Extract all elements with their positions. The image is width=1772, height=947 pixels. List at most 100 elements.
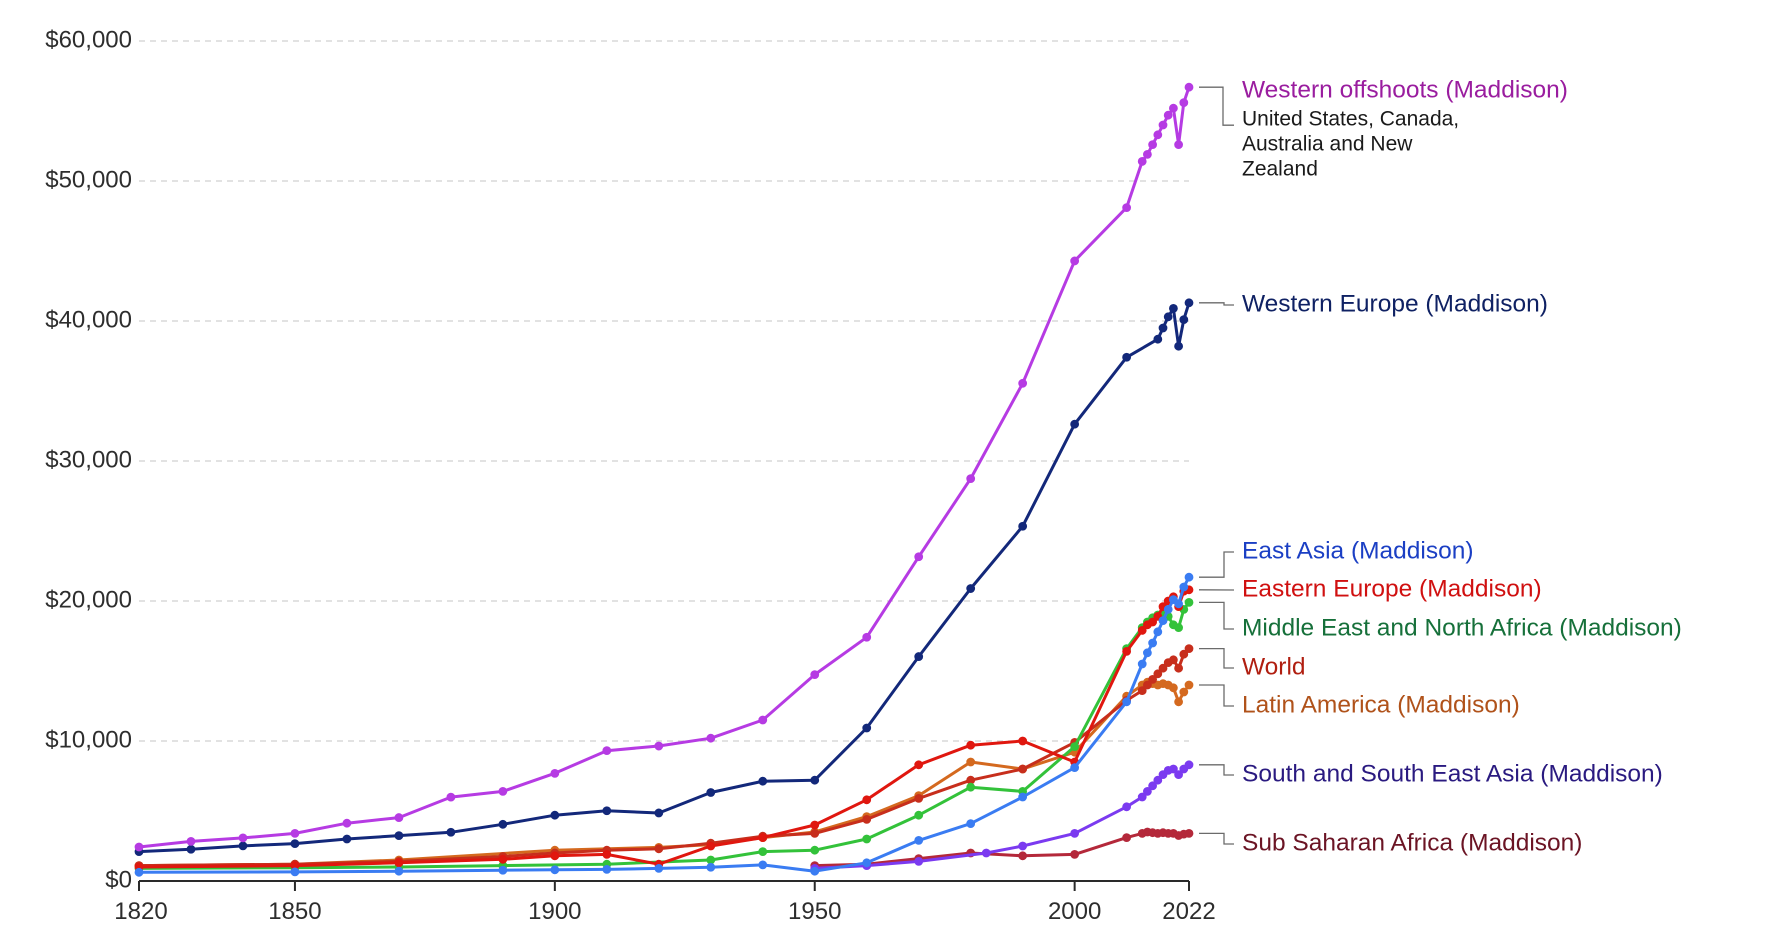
data-point[interactable] bbox=[862, 815, 872, 824]
data-point[interactable] bbox=[966, 819, 976, 828]
series-line[interactable] bbox=[137, 301, 1191, 854]
data-point[interactable] bbox=[1184, 572, 1194, 582]
data-point[interactable] bbox=[1137, 626, 1147, 635]
data-point[interactable] bbox=[966, 757, 976, 767]
data-point[interactable] bbox=[446, 827, 456, 837]
series-line[interactable] bbox=[137, 600, 1191, 870]
data-point[interactable] bbox=[914, 857, 924, 866]
data-point[interactable] bbox=[654, 741, 664, 751]
legend-label[interactable]: Sub Saharan Africa (Maddison) bbox=[1242, 829, 1582, 856]
data-point[interactable] bbox=[1018, 736, 1028, 746]
data-point[interactable] bbox=[446, 792, 456, 802]
legend-label[interactable]: Western offshoots (Maddison) bbox=[1242, 76, 1568, 103]
data-point[interactable] bbox=[394, 813, 404, 822]
data-point[interactable] bbox=[810, 775, 820, 785]
data-point[interactable] bbox=[758, 776, 768, 786]
data-point[interactable] bbox=[342, 834, 352, 844]
series-western-offshoots-maddison[interactable] bbox=[134, 82, 1194, 852]
data-point[interactable] bbox=[1169, 683, 1178, 693]
data-point[interactable] bbox=[1179, 649, 1189, 659]
data-point[interactable] bbox=[1174, 341, 1184, 351]
data-point[interactable] bbox=[498, 787, 508, 796]
data-point[interactable] bbox=[1137, 686, 1147, 695]
data-point[interactable] bbox=[1174, 599, 1184, 609]
data-point[interactable] bbox=[602, 864, 612, 874]
data-point[interactable] bbox=[1179, 98, 1189, 107]
data-point[interactable] bbox=[1137, 792, 1147, 802]
data-point[interactable] bbox=[1070, 763, 1080, 772]
data-point[interactable] bbox=[654, 808, 664, 818]
data-point[interactable] bbox=[1169, 764, 1178, 774]
data-point[interactable] bbox=[1163, 605, 1173, 614]
data-point[interactable] bbox=[1163, 312, 1173, 322]
data-point[interactable] bbox=[1184, 82, 1194, 92]
data-point[interactable] bbox=[1184, 829, 1194, 838]
data-point[interactable] bbox=[1169, 655, 1178, 665]
series-line[interactable] bbox=[137, 588, 1191, 869]
data-point[interactable] bbox=[1122, 833, 1132, 842]
data-point[interactable] bbox=[550, 851, 560, 861]
data-point[interactable] bbox=[1137, 156, 1147, 166]
data-point[interactable] bbox=[914, 794, 924, 803]
legend-label[interactable]: East Asia (Maddison) bbox=[1242, 537, 1474, 564]
data-point[interactable] bbox=[1179, 315, 1189, 325]
data-point[interactable] bbox=[810, 820, 820, 830]
data-point[interactable] bbox=[1153, 627, 1163, 637]
data-point[interactable] bbox=[550, 768, 560, 778]
data-point[interactable] bbox=[1143, 680, 1152, 690]
data-point[interactable] bbox=[550, 810, 560, 820]
data-point[interactable] bbox=[1018, 764, 1028, 774]
data-point[interactable] bbox=[1148, 140, 1158, 150]
data-point[interactable] bbox=[1148, 617, 1158, 627]
data-point[interactable] bbox=[862, 834, 872, 844]
data-point[interactable] bbox=[394, 866, 404, 876]
data-point[interactable] bbox=[810, 845, 820, 855]
data-point[interactable] bbox=[1122, 203, 1132, 213]
data-point[interactable] bbox=[914, 760, 924, 770]
data-point[interactable] bbox=[1179, 582, 1189, 592]
legend-label[interactable]: South and South East Asia (Maddison) bbox=[1242, 760, 1663, 787]
data-point[interactable] bbox=[1070, 256, 1080, 266]
data-point[interactable] bbox=[1018, 378, 1028, 388]
data-point[interactable] bbox=[966, 740, 976, 750]
data-point[interactable] bbox=[1158, 663, 1168, 673]
data-point[interactable] bbox=[654, 864, 664, 873]
data-point[interactable] bbox=[1184, 298, 1194, 308]
legend-label[interactable]: Latin America (Maddison) bbox=[1242, 691, 1520, 718]
data-point[interactable] bbox=[238, 833, 248, 843]
data-point[interactable] bbox=[1158, 120, 1168, 130]
data-point[interactable] bbox=[1174, 663, 1184, 673]
data-point[interactable] bbox=[706, 862, 716, 872]
data-point[interactable] bbox=[810, 670, 820, 680]
data-point[interactable] bbox=[1070, 742, 1080, 751]
data-point[interactable] bbox=[394, 831, 404, 841]
data-point[interactable] bbox=[498, 819, 508, 829]
series-east-asia-maddison[interactable] bbox=[134, 572, 1194, 877]
data-point[interactable] bbox=[758, 715, 768, 725]
data-point[interactable] bbox=[186, 844, 196, 854]
data-point[interactable] bbox=[134, 867, 144, 877]
data-point[interactable] bbox=[758, 847, 768, 856]
data-point[interactable] bbox=[1018, 792, 1028, 802]
series-line[interactable] bbox=[137, 680, 1191, 868]
data-point[interactable] bbox=[1018, 521, 1028, 531]
data-point[interactable] bbox=[1143, 149, 1152, 159]
data-point[interactable] bbox=[394, 858, 404, 868]
legend-label[interactable]: Middle East and North Africa (Maddison) bbox=[1242, 614, 1682, 641]
data-point[interactable] bbox=[1122, 697, 1132, 707]
data-point[interactable] bbox=[1153, 775, 1163, 785]
data-point[interactable] bbox=[706, 855, 716, 865]
series-western-europe-maddison[interactable] bbox=[134, 298, 1194, 856]
data-point[interactable] bbox=[1018, 841, 1028, 851]
data-point[interactable] bbox=[1070, 419, 1080, 429]
data-point[interactable] bbox=[1143, 648, 1152, 658]
data-point[interactable] bbox=[862, 858, 872, 868]
data-point[interactable] bbox=[706, 733, 716, 743]
data-point[interactable] bbox=[914, 810, 924, 820]
data-point[interactable] bbox=[1070, 850, 1080, 859]
data-point[interactable] bbox=[1122, 647, 1132, 656]
data-point[interactable] bbox=[1137, 659, 1147, 669]
data-point[interactable] bbox=[550, 865, 560, 875]
data-point[interactable] bbox=[1184, 598, 1194, 607]
data-point[interactable] bbox=[602, 850, 612, 859]
